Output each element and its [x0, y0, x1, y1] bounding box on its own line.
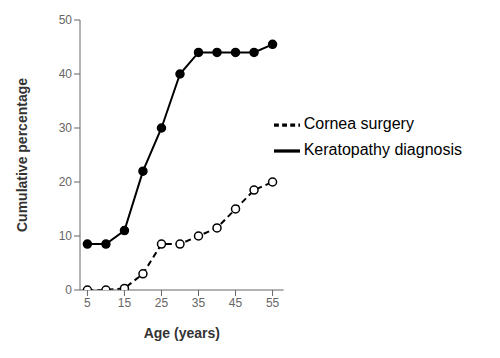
svg-text:0: 0 [65, 283, 72, 297]
svg-text:35: 35 [192, 296, 206, 310]
svg-text:55: 55 [266, 296, 280, 310]
svg-text:45: 45 [229, 296, 243, 310]
svg-text:15: 15 [118, 296, 132, 310]
svg-text:5: 5 [84, 296, 91, 310]
html-text:Keratopathy diagnosis: Keratopathy diagnosis [303, 141, 462, 159]
svg-text:50: 50 [59, 13, 73, 27]
svg-text:Age (years): Age (years) [144, 325, 220, 341]
svg-text:25: 25 [155, 296, 169, 310]
svg-text:30: 30 [59, 121, 73, 135]
svg-text:20: 20 [59, 175, 73, 189]
svg-text:10: 10 [59, 229, 73, 243]
svg-text:40: 40 [59, 67, 73, 81]
svg-text:Cumulative percentage: Cumulative percentage [14, 78, 30, 232]
html-text:Cornea surgery: Cornea surgery [303, 115, 414, 133]
